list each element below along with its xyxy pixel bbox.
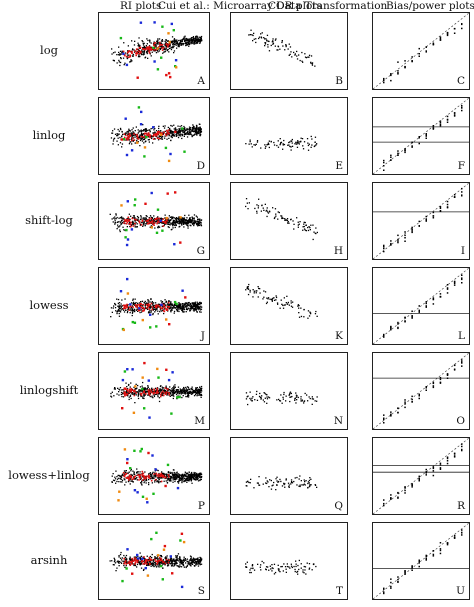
ri-scatter-points bbox=[110, 277, 203, 332]
panel-letter: F bbox=[457, 160, 465, 172]
ri-plot-graphic bbox=[109, 191, 203, 247]
cor-scatter-points bbox=[245, 559, 317, 575]
ri-scatter-points bbox=[110, 106, 203, 163]
panel-letter: C bbox=[456, 75, 465, 87]
ri-plot-panel: G bbox=[98, 182, 210, 260]
panel-letter: S bbox=[197, 585, 205, 597]
caption-strip bbox=[0, 600, 474, 607]
bias-plot-panel: I bbox=[372, 182, 470, 260]
cor-plot-panel: N bbox=[230, 352, 348, 430]
cor-scatter-points bbox=[245, 390, 318, 406]
ri-plot-panel: D bbox=[98, 97, 210, 175]
row-label: linlogshift bbox=[19, 383, 79, 397]
ri-scatter-points bbox=[109, 191, 203, 247]
ri-plot-panel: S bbox=[98, 522, 210, 600]
cor-plot-panel: H bbox=[230, 182, 348, 260]
panel-letter: L bbox=[458, 330, 465, 342]
ri-plot-graphic bbox=[110, 361, 203, 419]
row-label: log bbox=[40, 43, 58, 57]
bias-power-marks bbox=[373, 268, 469, 344]
ri-plot-graphic bbox=[110, 277, 203, 332]
bias-power-marks bbox=[373, 523, 469, 599]
bias-power-marks bbox=[373, 183, 469, 259]
bias-plot-panel: C bbox=[372, 12, 470, 90]
header-ri-plots: RI plots bbox=[120, 0, 162, 12]
row-label: lowess+linlog bbox=[8, 468, 90, 482]
cor-scatter-points bbox=[245, 283, 318, 319]
bias-power-marks bbox=[373, 13, 469, 89]
bias-plot-graphic bbox=[373, 523, 469, 599]
panel-letter: J bbox=[200, 330, 205, 342]
panel-letter: Q bbox=[334, 500, 343, 512]
panel-letter: T bbox=[335, 585, 343, 597]
bias-plot-graphic bbox=[373, 268, 469, 344]
bias-plot-graphic bbox=[373, 353, 469, 429]
cor-plot-panel: B bbox=[230, 12, 348, 90]
bias-plot-panel: O bbox=[372, 352, 470, 430]
panel-letter: P bbox=[197, 500, 205, 512]
cor-plot-graphic bbox=[245, 198, 318, 241]
panel-letter: E bbox=[335, 160, 343, 172]
panel-letter: M bbox=[194, 415, 205, 427]
figure-title: Cui et al.: Microarray Data Transformati… bbox=[158, 0, 388, 12]
bias-plot-panel: F bbox=[372, 97, 470, 175]
bias-power-marks bbox=[373, 438, 469, 514]
bias-plot-panel: L bbox=[372, 267, 470, 345]
ri-plot-panel: J bbox=[98, 267, 210, 345]
panel-letter: D bbox=[196, 160, 205, 172]
cor-scatter-points bbox=[245, 475, 318, 491]
ri-plot-panel: P bbox=[98, 437, 210, 515]
cor-plot-graphic bbox=[245, 559, 317, 575]
header-bias-power-plots: Bias/power plots bbox=[386, 0, 474, 12]
ri-plot-graphic bbox=[110, 106, 203, 163]
ri-scatter-points bbox=[109, 531, 203, 589]
bias-plot-graphic bbox=[373, 438, 469, 514]
bias-plot-graphic bbox=[373, 183, 469, 259]
panel-letter: U bbox=[456, 585, 465, 597]
row-label: linlog bbox=[32, 128, 66, 142]
cor-scatter-points bbox=[245, 135, 318, 151]
row-label: arsinh bbox=[30, 553, 68, 567]
panel-letter: A bbox=[197, 75, 205, 87]
ri-plot-graphic bbox=[111, 447, 203, 504]
bias-plot-graphic bbox=[373, 98, 469, 174]
cor-plot-graphic bbox=[245, 475, 318, 491]
cor-plot-panel: T bbox=[230, 522, 348, 600]
panel-letter: B bbox=[335, 75, 343, 87]
cor-plot-panel: K bbox=[230, 267, 348, 345]
bias-plot-panel: U bbox=[372, 522, 470, 600]
ri-plot-graphic bbox=[109, 531, 203, 589]
row-label: lowess bbox=[29, 298, 69, 312]
ri-plot-panel: A bbox=[98, 12, 210, 90]
bias-plot-panel: R bbox=[372, 437, 470, 515]
cor-plot-panel: E bbox=[230, 97, 348, 175]
panel-letter: O bbox=[456, 415, 465, 427]
cor-plot-graphic bbox=[245, 135, 318, 151]
cor-scatter-points bbox=[248, 29, 316, 67]
panel-letter: R bbox=[457, 500, 465, 512]
cor-plot-panel: Q bbox=[230, 437, 348, 515]
ri-plot-panel: M bbox=[98, 352, 210, 430]
panel-letter: N bbox=[333, 415, 343, 427]
cor-plot-graphic bbox=[248, 29, 316, 67]
cor-plot-graphic bbox=[245, 283, 318, 319]
panel-letter: H bbox=[333, 245, 343, 257]
bias-power-marks bbox=[373, 98, 469, 174]
row-label: shift-log bbox=[25, 213, 73, 227]
ri-scatter-points bbox=[111, 447, 203, 504]
panel-letter: I bbox=[460, 245, 465, 257]
cor-plot-graphic bbox=[245, 390, 318, 406]
ri-scatter-points bbox=[110, 361, 203, 419]
ri-plot-graphic bbox=[111, 21, 203, 79]
cor-scatter-points bbox=[245, 198, 318, 241]
bias-plot-graphic bbox=[373, 13, 469, 89]
panel-letter: G bbox=[196, 245, 205, 257]
ri-scatter-points bbox=[111, 21, 203, 79]
panel-letter: K bbox=[335, 330, 343, 342]
bias-power-marks bbox=[373, 353, 469, 429]
header-cor-plots: COR plots bbox=[268, 0, 322, 12]
